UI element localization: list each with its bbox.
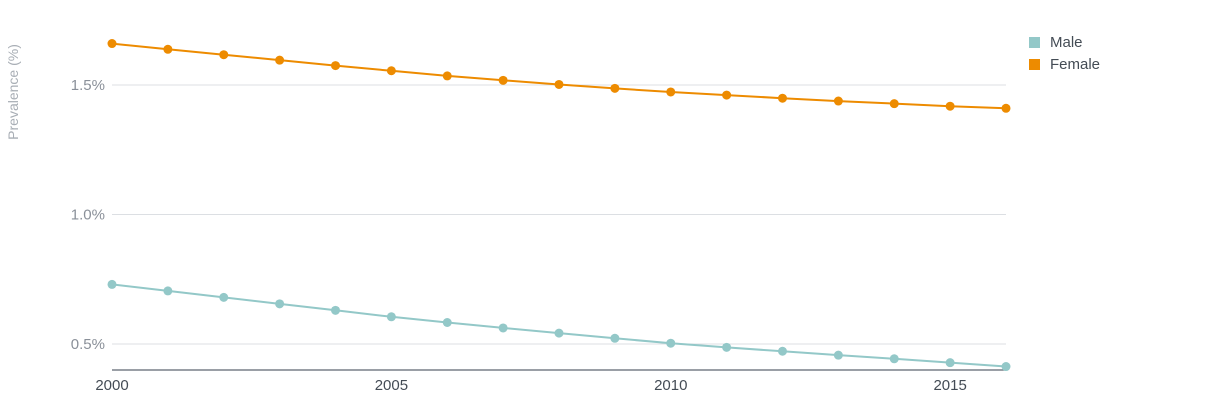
x-tick-label: 2010: [654, 377, 687, 394]
y-tick-label: 1.0%: [71, 207, 105, 224]
data-point-female[interactable]: [722, 90, 732, 100]
data-point-female[interactable]: [778, 93, 787, 103]
data-point-female[interactable]: [275, 55, 285, 65]
series-line-female: [111, 42, 1007, 110]
x-tick-label: 2000: [95, 377, 128, 394]
legend-item-male[interactable]: Male: [1029, 34, 1083, 51]
series-group: [107, 39, 1011, 372]
grid-lines: [112, 84, 1006, 345]
data-point-female[interactable]: [498, 75, 508, 85]
data-point-female[interactable]: [1001, 103, 1011, 113]
data-point-male[interactable]: [163, 286, 173, 296]
data-point-male[interactable]: [833, 350, 843, 360]
data-point-male[interactable]: [107, 279, 117, 289]
series-line-male: [111, 283, 1007, 368]
legend: Male Female: [1029, 34, 1100, 73]
data-point-female[interactable]: [666, 87, 676, 97]
data-point-male[interactable]: [889, 354, 899, 364]
data-point-female[interactable]: [107, 39, 117, 49]
series-female: [107, 39, 1011, 113]
legend-label: Male: [1050, 34, 1083, 51]
data-point-male[interactable]: [275, 299, 285, 309]
data-point-female[interactable]: [219, 50, 229, 60]
x-tick-labels: 2000 2005 2010 2015: [95, 377, 967, 394]
data-point-female[interactable]: [331, 61, 340, 71]
legend-label: Female: [1050, 56, 1100, 73]
data-point-male[interactable]: [722, 342, 732, 352]
x-tick-label: 2005: [375, 377, 408, 394]
data-point-male[interactable]: [778, 346, 787, 356]
data-point-male[interactable]: [554, 328, 564, 338]
series-male: [107, 279, 1011, 372]
data-point-female[interactable]: [442, 71, 452, 81]
x-tick-label: 2015: [933, 377, 966, 394]
y-tick-label: 1.5%: [71, 77, 105, 94]
y-tick-labels: 0.5% 1.0% 1.5%: [71, 77, 105, 353]
data-point-male[interactable]: [666, 338, 676, 348]
data-point-male[interactable]: [498, 323, 508, 333]
data-point-female[interactable]: [889, 99, 899, 109]
y-axis-label: Prevalence (%): [5, 44, 21, 140]
data-point-female[interactable]: [945, 101, 955, 111]
legend-swatch: [1029, 59, 1040, 70]
data-point-female[interactable]: [833, 96, 843, 106]
data-point-male[interactable]: [386, 312, 396, 322]
data-point-male[interactable]: [219, 292, 229, 302]
data-point-male[interactable]: [331, 305, 340, 315]
data-point-male[interactable]: [1001, 362, 1011, 372]
data-point-female[interactable]: [163, 44, 173, 54]
data-point-male[interactable]: [442, 318, 452, 328]
legend-swatch: [1029, 37, 1040, 48]
data-point-female[interactable]: [610, 83, 620, 93]
data-point-female[interactable]: [554, 79, 564, 89]
data-point-male[interactable]: [945, 358, 955, 368]
y-tick-label: 0.5%: [71, 336, 105, 353]
data-point-male[interactable]: [610, 333, 620, 343]
legend-item-female[interactable]: Female: [1029, 56, 1100, 73]
data-point-female[interactable]: [386, 66, 396, 76]
